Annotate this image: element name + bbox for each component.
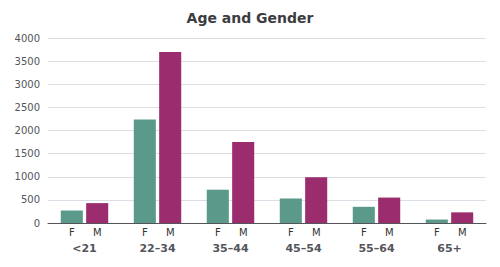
svg-text:Age and Gender: Age and Gender (187, 10, 314, 26)
svg-text:22–34: 22–34 (139, 242, 175, 255)
svg-text:M: M (93, 227, 102, 238)
svg-text:65+: 65+ (437, 242, 462, 255)
svg-text:0: 0 (34, 218, 40, 229)
svg-text:3500: 3500 (15, 56, 40, 67)
svg-text:F: F (69, 227, 75, 238)
svg-text:M: M (312, 227, 321, 238)
svg-text:M: M (458, 227, 467, 238)
svg-text:F: F (215, 227, 221, 238)
svg-text:55–64: 55–64 (358, 242, 394, 255)
svg-text:4000: 4000 (15, 33, 40, 44)
svg-text:1500: 1500 (15, 148, 40, 159)
svg-text:F: F (361, 227, 367, 238)
svg-text:F: F (434, 227, 440, 238)
svg-text:<21: <21 (72, 242, 97, 255)
svg-text:45–54: 45–54 (285, 242, 321, 255)
svg-text:F: F (288, 227, 294, 238)
svg-text:2500: 2500 (15, 102, 40, 113)
svg-text:500: 500 (21, 194, 40, 205)
svg-text:35–44: 35–44 (212, 242, 248, 255)
svg-text:M: M (239, 227, 248, 238)
svg-text:3000: 3000 (15, 79, 40, 90)
svg-text:M: M (166, 227, 175, 238)
svg-text:M: M (385, 227, 394, 238)
svg-text:2000: 2000 (15, 125, 40, 136)
svg-text:F: F (142, 227, 148, 238)
svg-text:1000: 1000 (15, 171, 40, 182)
